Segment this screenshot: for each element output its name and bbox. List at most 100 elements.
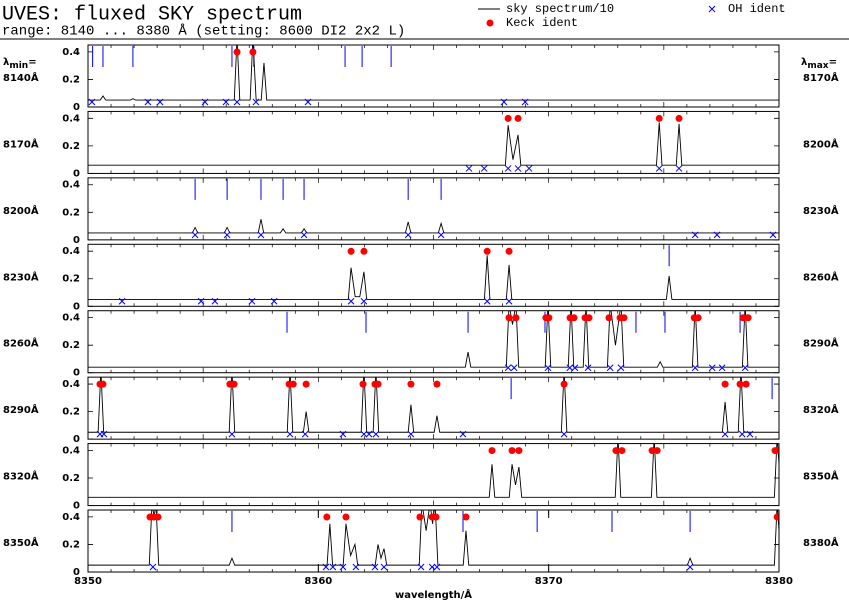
keck-ident [721,380,729,388]
oh-ident [428,563,436,571]
oh-ident [380,563,388,571]
keck-ident [347,247,355,255]
oh-ident [566,364,574,372]
keck-ident [744,314,752,322]
oh-ident [721,430,729,438]
oh-ident [156,98,164,106]
keck-ident [488,447,496,455]
keck-ident [612,447,620,455]
equals: = [829,57,837,68]
oh-ident [459,430,467,438]
oh-ident [223,231,231,239]
oh-ident [301,430,309,438]
left-header: λmin= [3,57,37,71]
oh-ident [252,98,260,106]
panel-plot [88,114,779,172]
panel-plot [88,310,779,372]
panel-max-label: 8320Å [803,403,839,416]
subtitle: range: 8140 ... 8380 Å (setting: 8600 DI… [2,23,405,40]
keck-ident [620,314,628,322]
panel-plot [88,377,779,438]
keck-ident [570,314,578,322]
panel-frame [87,243,780,307]
legend-label: sky spectrum/10 [506,2,614,16]
y-tick-label: 0.2 [62,340,80,351]
panel-frame [87,443,780,507]
x-axis-label: wavelength/Å [395,588,472,601]
keck-ident [342,513,350,521]
keck-ident [545,314,553,322]
panel-plot [88,510,779,571]
oh-ident [404,231,412,239]
y-tick-label: 0.2 [62,274,80,285]
panel-min-label: 8170Å [3,137,39,150]
keck-ident [512,314,520,322]
oh-ident [505,297,513,305]
oh-ident [339,563,347,571]
oh-ident [691,231,699,239]
y-tick-label: 0 [73,301,80,312]
keck-ident [675,114,683,122]
oh-ident [322,563,330,571]
panel-frame [87,509,780,573]
oh-ident [352,563,360,571]
legend-dot [486,19,494,27]
keck-ident [416,513,424,521]
keck-ident [648,447,656,455]
oh-ident [100,430,108,438]
keck-ident [775,447,779,455]
sky-spectrum [88,122,779,166]
oh-ident [222,98,230,106]
keck-ident [653,447,661,455]
y-tick-label: 0.4 [62,313,80,324]
y-tick-label: 0.4 [62,47,80,58]
y-tick-label: 0 [73,501,80,512]
oh-ident [504,165,512,172]
keck-ident [302,380,310,388]
keck-ident [230,380,238,388]
oh-ident [191,231,199,239]
panel-max-label: 8380Å [803,536,839,549]
oh-ident [708,364,716,372]
y-tick-label: 0.4 [62,512,80,523]
panel-frame [87,44,780,108]
oh-ident [525,165,533,172]
panel-plot [88,45,779,106]
sky-spectrum [88,510,779,566]
oh-ident [339,430,347,438]
oh-ident [433,563,441,571]
legend: sky spectrum/10 OH ident Keck ident [478,2,786,30]
oh-ident [738,430,746,438]
keck-ident [505,247,513,255]
panel-frame [87,310,780,374]
oh-ident [617,364,625,372]
oh-ident [197,297,205,305]
keck-ident [773,513,779,521]
oh-ident [510,364,518,372]
oh-ident [360,430,368,438]
keck-ident [560,380,568,388]
y-tick-label: 0.2 [62,207,80,218]
symbol: λ [801,57,808,68]
y-tick-label: 0.4 [62,113,80,124]
keck-ident [694,314,702,322]
keck-ident [433,380,441,388]
keck-ident [249,48,257,56]
keck-ident [514,114,522,122]
sky-spectrum [88,255,779,300]
oh-ident [655,165,663,172]
oh-ident [480,165,488,172]
keck-ident [462,513,470,521]
keck-ident [374,380,382,388]
y-tick-label: 0.2 [62,473,80,484]
oh-ident [300,231,308,239]
right-header: λmax= [801,57,837,71]
y-tick-label: 0 [73,434,80,445]
panel-plot [88,245,779,305]
x-tick-label: 8360 [304,576,332,587]
subscript: max [807,61,828,71]
y-tick-label: 0 [73,168,80,179]
oh-ident [144,98,152,106]
keck-ident [233,48,241,56]
oh-ident [521,98,529,106]
